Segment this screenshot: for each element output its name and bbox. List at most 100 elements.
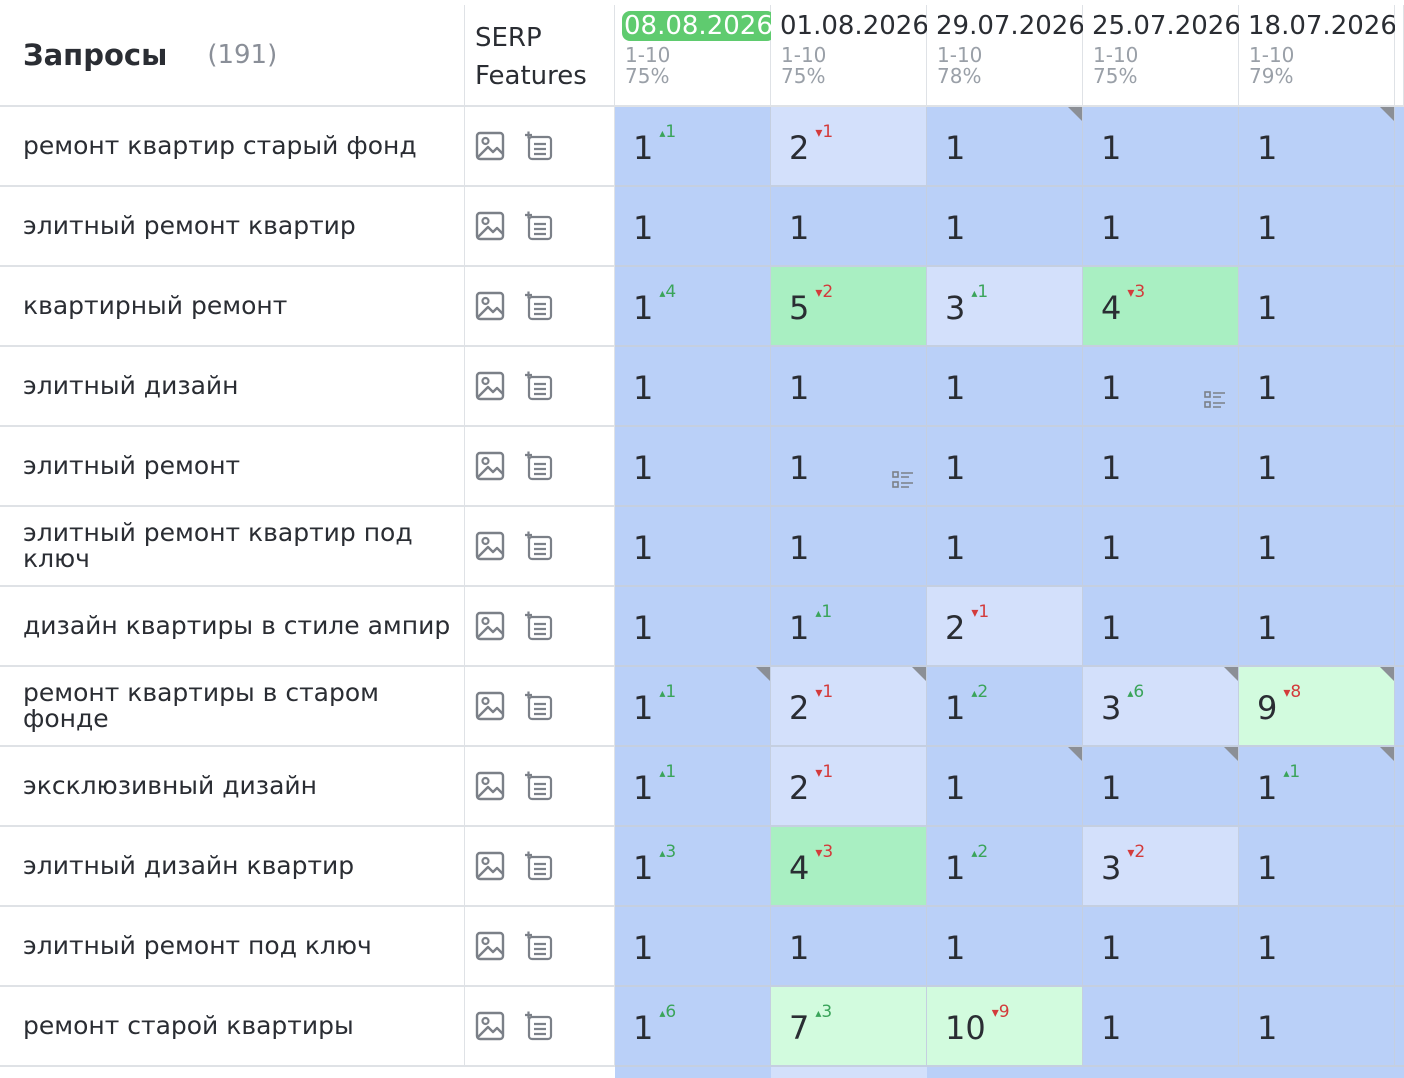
- position-cell[interactable]: 73: [771, 987, 927, 1067]
- image-icon[interactable]: [475, 1011, 505, 1041]
- position-cell[interactable]: 1: [1083, 347, 1239, 427]
- position-cell[interactable]: 21: [927, 587, 1083, 667]
- query-cell[interactable]: элитный ремонт квартир: [5, 187, 465, 267]
- snippet-icon[interactable]: [523, 131, 553, 161]
- query-cell[interactable]: дизайн квартиры в стиле ампир: [5, 587, 465, 667]
- image-icon[interactable]: [475, 291, 505, 321]
- snippet-icon[interactable]: [523, 291, 553, 321]
- snippet-icon[interactable]: [523, 531, 553, 561]
- image-icon[interactable]: [475, 371, 505, 401]
- position-cell[interactable]: 1: [615, 587, 771, 667]
- date-column-header[interactable]: 08.08.2026 1-10 75%: [615, 5, 775, 107]
- image-icon[interactable]: [475, 851, 505, 881]
- position-cell[interactable]: 1: [771, 507, 927, 587]
- position-cell[interactable]: 1: [1083, 587, 1239, 667]
- position-cell[interactable]: 1: [927, 187, 1083, 267]
- position-cell[interactable]: 1: [1083, 107, 1239, 187]
- date-column-header[interactable]: 18.07.2026 1-10 79%: [1239, 5, 1397, 107]
- position-cell[interactable]: 52: [771, 267, 927, 347]
- position-cell[interactable]: 1: [771, 427, 927, 507]
- queries-header[interactable]: Запросы (191): [5, 5, 465, 107]
- position-cell[interactable]: 21: [771, 667, 927, 747]
- image-icon[interactable]: [475, 531, 505, 561]
- image-icon[interactable]: [475, 931, 505, 961]
- image-icon[interactable]: [475, 451, 505, 481]
- position-cell[interactable]: 11: [615, 107, 771, 187]
- position-cell[interactable]: 12: [927, 667, 1083, 747]
- snippet-icon[interactable]: [523, 371, 553, 401]
- position-cell[interactable]: 13: [615, 827, 771, 907]
- position-cell[interactable]: 1: [615, 907, 771, 987]
- position-cell[interactable]: 1: [615, 427, 771, 507]
- position-cell[interactable]: 1: [1083, 427, 1239, 507]
- snippet-icon[interactable]: [523, 1011, 553, 1041]
- position-cell[interactable]: 1: [927, 427, 1083, 507]
- position-cell[interactable]: 1: [615, 187, 771, 267]
- position-cell[interactable]: 1: [771, 187, 927, 267]
- query-cell[interactable]: элитный дизайн: [5, 347, 465, 427]
- position-cell[interactable]: 1: [1239, 587, 1395, 667]
- position-cell[interactable]: 1: [771, 347, 927, 427]
- position-cell[interactable]: 1: [615, 347, 771, 427]
- position-cell[interactable]: 1: [1083, 507, 1239, 587]
- position-cell[interactable]: 1: [1239, 987, 1395, 1067]
- image-icon[interactable]: [475, 131, 505, 161]
- position-cell[interactable]: 1: [1083, 187, 1239, 267]
- position-cell[interactable]: 1: [927, 507, 1083, 587]
- position-cell[interactable]: 1: [927, 347, 1083, 427]
- position-cell[interactable]: 21: [771, 107, 927, 187]
- position-cell[interactable]: 11: [615, 667, 771, 747]
- date-column-header[interactable]: 01.08.2026 1-10 75%: [771, 5, 929, 107]
- image-icon[interactable]: [475, 771, 505, 801]
- position-cell[interactable]: 1: [1239, 187, 1395, 267]
- position-cell[interactable]: 1: [1239, 107, 1395, 187]
- position-cell[interactable]: 1: [1083, 747, 1239, 827]
- query-cell[interactable]: элитный ремонт: [5, 427, 465, 507]
- date-column-header[interactable]: 25.07.2026 1-10 75%: [1083, 5, 1241, 107]
- position-cell[interactable]: 1: [1239, 907, 1395, 987]
- snippet-icon[interactable]: [523, 851, 553, 881]
- query-cell[interactable]: элитный ремонт квартир под ключ: [5, 507, 465, 587]
- position-cell[interactable]: 14: [615, 267, 771, 347]
- position-cell[interactable]: 16: [615, 987, 771, 1067]
- position-cell[interactable]: 1: [1239, 827, 1395, 907]
- date-column-header[interactable]: 29.07.2026 1-10 78%: [927, 5, 1085, 107]
- snippet-icon[interactable]: [523, 211, 553, 241]
- position-cell[interactable]: 32: [1083, 827, 1239, 907]
- position-cell[interactable]: 1: [927, 747, 1083, 827]
- position-cell[interactable]: 11: [771, 587, 927, 667]
- query-cell[interactable]: эксклюзивный дизайн: [5, 747, 465, 827]
- position-cell[interactable]: 1: [927, 907, 1083, 987]
- query-cell[interactable]: ремонт старой квартиры: [5, 987, 465, 1067]
- image-icon[interactable]: [475, 211, 505, 241]
- position-cell[interactable]: 11: [1239, 747, 1395, 827]
- position-cell[interactable]: 43: [1083, 267, 1239, 347]
- position-cell[interactable]: 1: [1239, 427, 1395, 507]
- position-cell[interactable]: 10 9: [927, 987, 1083, 1067]
- query-cell[interactable]: ремонт квартир старый фонд: [5, 107, 465, 187]
- query-cell[interactable]: ремонт квартиры в старом фонде: [5, 667, 465, 747]
- position-cell[interactable]: 1: [1239, 267, 1395, 347]
- snippet-icon[interactable]: [523, 931, 553, 961]
- image-icon[interactable]: [475, 691, 505, 721]
- query-cell[interactable]: элитный ремонт под ключ: [5, 907, 465, 987]
- position-cell[interactable]: 1: [1083, 907, 1239, 987]
- position-cell[interactable]: 1: [615, 507, 771, 587]
- snippet-icon[interactable]: [523, 451, 553, 481]
- position-cell[interactable]: 43: [771, 827, 927, 907]
- position-cell[interactable]: 1: [771, 907, 927, 987]
- snippet-icon[interactable]: [523, 691, 553, 721]
- position-cell[interactable]: 98: [1239, 667, 1395, 747]
- position-cell[interactable]: 12: [927, 827, 1083, 907]
- position-cell[interactable]: 1: [927, 107, 1083, 187]
- snippet-icon[interactable]: [523, 771, 553, 801]
- snippet-icon[interactable]: [523, 611, 553, 641]
- query-cell[interactable]: квартирный ремонт: [5, 267, 465, 347]
- query-cell[interactable]: элитный дизайн квартир: [5, 827, 465, 907]
- image-icon[interactable]: [475, 611, 505, 641]
- position-cell[interactable]: 1: [1239, 347, 1395, 427]
- position-cell[interactable]: 1: [1083, 987, 1239, 1067]
- position-cell[interactable]: 11: [615, 747, 771, 827]
- position-cell[interactable]: 21: [771, 747, 927, 827]
- position-cell[interactable]: 36: [1083, 667, 1239, 747]
